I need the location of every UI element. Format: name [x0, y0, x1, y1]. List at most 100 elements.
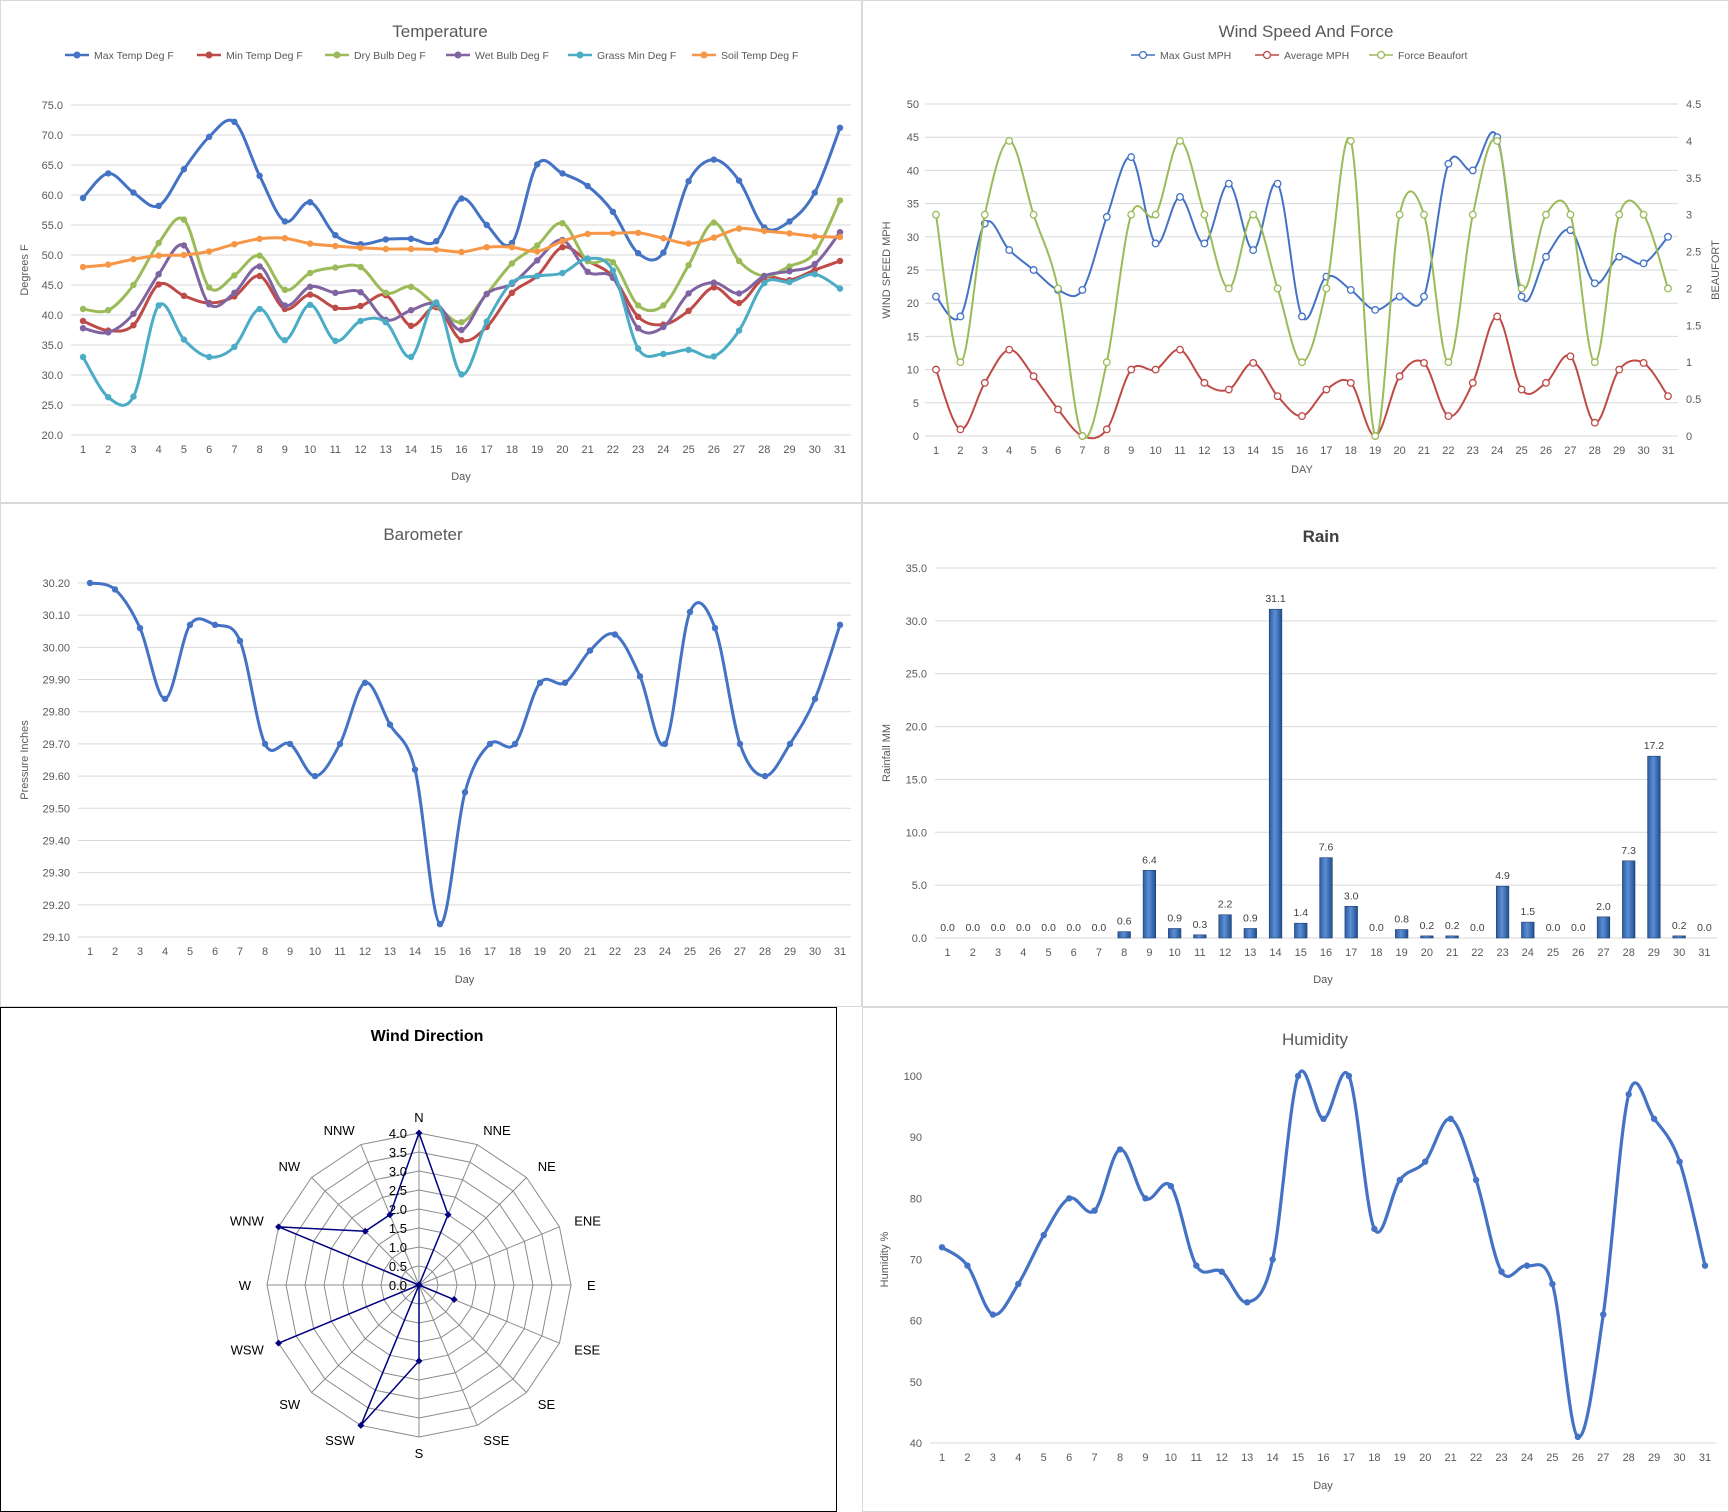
radar-category-label: NW: [279, 1159, 301, 1174]
x-tick-label: 2: [112, 946, 118, 958]
data-point: [1422, 1158, 1429, 1165]
x-axis-label: DAY: [1291, 464, 1313, 476]
y-tick-label: 45.0: [42, 280, 63, 292]
series-line: [82, 231, 842, 335]
radar-data-point: [386, 1211, 394, 1219]
data-label: 1.5: [1521, 906, 1536, 918]
data-point: [1600, 1311, 1607, 1318]
data-point: [483, 221, 490, 229]
radar-category-label: SW: [279, 1397, 301, 1412]
data-point: [357, 289, 364, 296]
data-point: [584, 268, 591, 275]
x-tick-label: 27: [733, 444, 745, 456]
x-tick-label: 17: [1343, 1452, 1355, 1464]
data-point: [1664, 392, 1672, 401]
data-point: [1269, 1256, 1276, 1263]
radar-spoke: [418, 1284, 527, 1393]
data-point: [1322, 284, 1331, 293]
data-point: [1701, 1262, 1709, 1269]
x-tick-label: 4: [156, 444, 162, 456]
data-label: 0.0: [1092, 922, 1107, 934]
data-point: [256, 172, 263, 179]
y-axis-label: Rainfall MM: [881, 724, 893, 782]
x-tick-label: 8: [1121, 947, 1127, 959]
legend-entry: Soil Temp Deg F: [721, 50, 798, 62]
y2-tick-label: 1: [1686, 357, 1692, 369]
x-axis-label: Day: [451, 471, 471, 483]
y-tick-label: 20: [907, 298, 919, 310]
x-tick-label: 19: [534, 946, 546, 958]
data-point: [306, 283, 314, 290]
data-point: [1244, 1299, 1251, 1306]
x-tick-label: 4: [162, 946, 168, 958]
data-point: [79, 317, 87, 325]
barometer-chart: Barometer 29.10 29.20 29.30 29.40 29.50 29.60 2…: [19, 525, 851, 986]
wind-speed-chart-panel: Wind Speed And Force 0 5 10 15 20 25 30 35 40 45 50…: [862, 0, 1729, 503]
data-point: [508, 260, 516, 267]
x-tick-label: 14: [1267, 1452, 1279, 1464]
data-point: [458, 319, 465, 326]
x-tick-label: 19: [1369, 445, 1381, 457]
data-point: [205, 248, 213, 255]
data-point: [256, 235, 263, 242]
x-tick-label: 18: [1368, 1452, 1380, 1464]
data-point: [332, 304, 339, 311]
x-tick-label: 5: [187, 946, 193, 958]
x-tick-label: 27: [1597, 1452, 1609, 1464]
x-tick-label: 22: [609, 946, 621, 958]
x-tick-label: 18: [506, 444, 518, 456]
data-point: [836, 285, 844, 292]
x-tick-label: 14: [1269, 947, 1281, 959]
data-point: [735, 327, 743, 334]
radar-data-point: [275, 1223, 283, 1231]
data-point: [1078, 285, 1087, 294]
data-point: [735, 177, 743, 184]
data-point: [761, 272, 768, 280]
data-point: [1029, 266, 1038, 274]
data-point: [86, 579, 94, 587]
data-point: [458, 371, 465, 378]
radar-data-point: [450, 1296, 458, 1304]
data-point: [1676, 1158, 1683, 1165]
data-label: 0.0: [1016, 922, 1031, 934]
y-tick-label: 29.10: [42, 932, 70, 944]
data-point: [1615, 252, 1624, 261]
data-point: [231, 343, 238, 350]
x-tick-label: 26: [708, 444, 720, 456]
data-label: 0.0: [966, 922, 981, 934]
data-point: [1345, 1072, 1353, 1080]
radar-spoke: [311, 1284, 420, 1393]
y2-tick-label: 3: [1686, 210, 1692, 222]
x-tick-label: 31: [1699, 1452, 1711, 1464]
data-point: [105, 329, 112, 336]
data-point: [1650, 1115, 1658, 1123]
bar: [1243, 928, 1257, 939]
x-tick-label: 12: [1198, 445, 1210, 457]
data-point: [561, 679, 569, 686]
x-tick-label: 5: [1045, 947, 1051, 959]
data-point: [1639, 359, 1648, 367]
data-point: [836, 257, 844, 265]
x-tick-label: 2: [957, 445, 963, 457]
x-tick-label: 4: [1015, 1452, 1021, 1464]
x-tick-label: 18: [509, 946, 521, 958]
x-tick-label: 3: [982, 445, 988, 457]
data-point: [1517, 292, 1526, 301]
data-point: [735, 257, 743, 265]
data-point: [1029, 210, 1038, 219]
data-point: [332, 242, 339, 250]
x-tick-label: 29: [783, 444, 795, 456]
data-point: [1523, 1262, 1531, 1269]
data-point: [559, 244, 566, 251]
x-tick-label: 6: [1066, 1452, 1072, 1464]
data-point: [711, 624, 719, 632]
y-tick-label: 25.0: [906, 669, 927, 681]
x-tick-label: 10: [309, 946, 321, 958]
data-point: [634, 325, 642, 332]
y-tick-label: 30: [907, 232, 919, 244]
bar: [1344, 905, 1358, 939]
data-point: [1498, 1268, 1505, 1275]
data-point: [180, 336, 188, 343]
data-point: [79, 325, 87, 332]
y-tick-label: 15: [907, 331, 919, 343]
